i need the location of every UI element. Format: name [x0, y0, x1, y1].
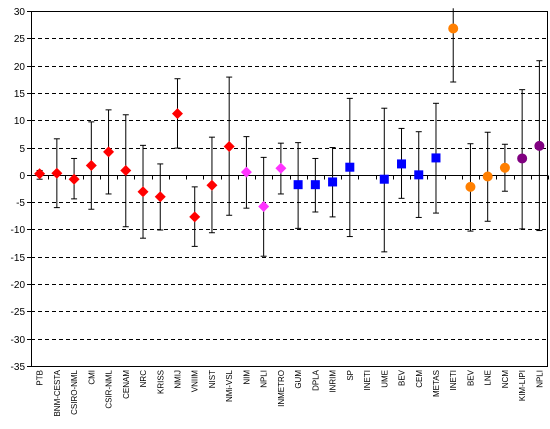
x-tick-label: CSIR-NML [105, 369, 114, 408]
data-point-diamond [258, 201, 270, 213]
x-tick-label: CSIRO-NML [70, 369, 79, 414]
x-tick-label: UME [380, 370, 389, 388]
x-tick-label: LNE [484, 370, 493, 386]
data-point-square [431, 153, 441, 163]
x-tick-label: SP [346, 370, 355, 381]
data-point-diamond [85, 160, 97, 172]
data-point-diamond [189, 211, 201, 223]
x-tick-label: INETI [363, 370, 372, 390]
data-point-square [293, 180, 303, 190]
data-point-square [328, 177, 338, 187]
data-point-diamond [154, 191, 166, 203]
x-tick-label: VNIIM [191, 370, 200, 393]
data-point-circle [517, 153, 528, 164]
x-tick-label: INMETRO [277, 370, 286, 407]
x-tick-label: GUM [294, 370, 303, 389]
y-tick-labels: -35 -30 -25 -20 -15 -10 -5 0 5 10 15 20 25 30 [11, 7, 26, 373]
x-tick-label: BEV [466, 369, 475, 386]
data-point-circle [482, 171, 493, 182]
gridlines [31, 11, 548, 340]
error-bars [36, 8, 543, 257]
x-tick-label: CEM [415, 370, 424, 388]
data-point-diamond [206, 179, 218, 191]
data-point-diamond [223, 140, 235, 152]
y-tick-label: 25 [14, 34, 26, 45]
y-tick-label: 20 [14, 62, 26, 73]
x-tick-label: NMIJ [173, 370, 182, 389]
plot-frame [31, 11, 548, 367]
data-point-diamond [171, 108, 183, 120]
data-point-circle [448, 23, 459, 34]
x-tick-label: NRC [139, 370, 148, 388]
x-tick-label: CMI [87, 370, 96, 385]
x-tick-label: NMi-VSL [225, 369, 234, 402]
x-tick-label: KIM-LIPI [518, 370, 527, 401]
y-tick-label: 15 [14, 89, 26, 100]
y-tick-label: 30 [14, 7, 26, 18]
x-tick-label: NIST [208, 370, 217, 388]
y-tick-label: -5 [16, 198, 25, 209]
data-point-diamond [120, 164, 132, 176]
data-point-diamond [51, 167, 63, 179]
data-point-diamond [34, 168, 46, 180]
x-tick-label: NIM [242, 370, 251, 385]
y-tick-label: -35 [11, 362, 26, 373]
data-point-square [310, 180, 320, 190]
data-point-square [414, 170, 424, 180]
y-tick-label: -15 [11, 253, 26, 264]
x-tick-label: BNM-CESTA [53, 369, 62, 416]
y-tick-label: 0 [19, 171, 25, 182]
y-tick-label: 5 [19, 144, 25, 155]
data-point-diamond [68, 173, 80, 185]
data-point-square [397, 159, 407, 169]
axes [27, 11, 549, 367]
x-tick-label: INRIM [329, 370, 338, 393]
data-point-diamond [275, 162, 287, 174]
data-point-square [379, 174, 389, 184]
data-point-circle [534, 140, 545, 151]
data-point-square [345, 162, 355, 172]
data-point-diamond [137, 186, 149, 198]
y-tick-label: -25 [11, 307, 26, 318]
x-tick-label: KRISS [156, 370, 165, 394]
x-tick-label: NPLI [535, 370, 544, 388]
y-tick-label: -30 [11, 335, 26, 346]
y-tick-label: -20 [11, 280, 26, 291]
x-tick-label: BEV [398, 369, 407, 386]
data-point-circle [499, 162, 510, 173]
data-points [34, 23, 545, 223]
x-tick-label: NPLI [260, 370, 269, 388]
x-tick-label: METAS [432, 370, 441, 397]
x-tick-label: CENAM [122, 370, 131, 399]
data-point-diamond [240, 166, 252, 178]
x-tick-label: DPLA [311, 369, 320, 391]
data-point-diamond [103, 146, 115, 158]
data-point-circle [465, 181, 476, 192]
x-tick-label: INETI [449, 370, 458, 390]
x-tick-labels: PTB BNM-CESTA CSIRO-NML CMI CSIR-NML CENAM NRC… [36, 369, 545, 416]
x-tick-label: PTB [36, 370, 45, 386]
y-tick-label: 10 [14, 116, 26, 127]
y-tick-label: -10 [11, 225, 26, 236]
x-tick-label: NCM [501, 370, 510, 389]
